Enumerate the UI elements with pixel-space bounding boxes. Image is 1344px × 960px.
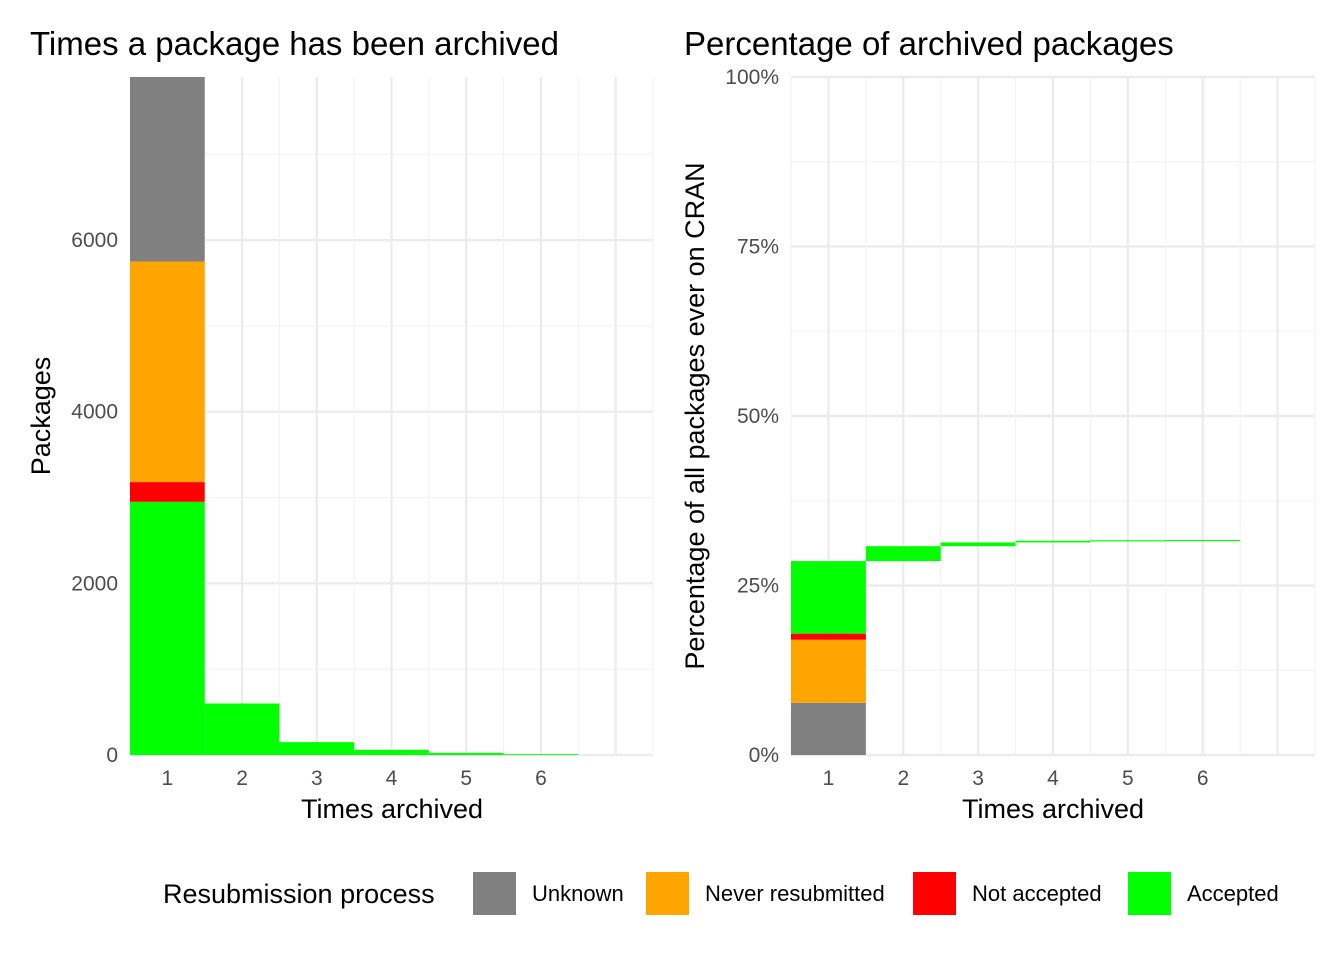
right-panel: 0% 25% 50% 75% 100% 1 2 3 4 5 6 Percentage of arc… [680, 25, 1316, 824]
right-y-axis-title: Percentage of all packages ever on CRAN [680, 162, 710, 669]
bar-never-resubmitted-1 [791, 639, 866, 703]
left-x-tick-label: 4 [386, 767, 398, 790]
bar-not-accepted-1 [130, 482, 205, 502]
left-x-tick-label: 3 [311, 767, 323, 790]
legend-key-accepted [1128, 872, 1171, 915]
right-y-tick-label: 100% [725, 66, 779, 89]
left-panel: 0 2000 4000 6000 1 2 3 4 5 6 Times a package has… [26, 25, 654, 824]
left-y-tick-labels: 0 2000 4000 6000 [71, 229, 118, 767]
left-x-axis-title: Times archived [301, 794, 483, 824]
left-y-tick-label: 4000 [71, 401, 118, 424]
left-chart-title: Times a package has been archived [30, 25, 559, 62]
right-x-tick-label: 3 [972, 767, 984, 790]
legend-label-never-resubmitted: Never resubmitted [705, 881, 885, 906]
bar-unknown-1 [791, 702, 866, 755]
legend-label-unknown: Unknown [532, 881, 624, 906]
right-y-tick-label: 75% [737, 236, 779, 259]
bar-accepted-1 [791, 561, 866, 634]
right-x-tick-label: 6 [1197, 767, 1209, 790]
right-y-tick-label: 0% [749, 744, 779, 767]
legend-label-not-accepted: Not accepted [972, 881, 1102, 906]
left-grid [129, 77, 654, 757]
bar-accepted-5 [428, 752, 504, 755]
legend: Resubmission process Unknown Never resubm… [163, 872, 1279, 915]
bar-never-resubmitted-1 [130, 261, 205, 483]
left-y-tick-label: 0 [106, 744, 118, 767]
legend-key-never-resubmitted [646, 872, 689, 915]
legend-title: Resubmission process [163, 879, 435, 909]
bar-accepted-3 [940, 542, 1016, 547]
right-y-tick-label: 50% [737, 405, 779, 428]
bar-accepted-1 [130, 501, 205, 755]
legend-key-not-accepted [913, 872, 956, 915]
legend-items: Unknown Never resubmitted Not accepted Acce… [473, 872, 1279, 915]
left-y-axis-title: Packages [26, 357, 56, 476]
bar-accepted-6 [503, 754, 579, 755]
right-x-tick-label: 4 [1047, 767, 1059, 790]
legend-label-accepted: Accepted [1187, 881, 1279, 906]
legend-item-accepted: Accepted [1128, 872, 1279, 915]
right-y-tick-label: 25% [737, 575, 779, 598]
right-x-tick-label: 5 [1122, 767, 1134, 790]
left-x-tick-label: 6 [535, 767, 547, 790]
left-y-tick-label: 2000 [71, 572, 118, 595]
legend-key-unknown [473, 872, 516, 915]
left-x-tick-label: 1 [162, 767, 174, 790]
right-x-tick-label: 1 [823, 767, 835, 790]
right-x-axis-title: Times archived [962, 794, 1144, 824]
right-x-tick-labels: 1 2 3 4 5 6 [823, 767, 1209, 790]
bar-accepted-4 [354, 749, 429, 755]
right-bars [791, 539, 1241, 755]
legend-item-not-accepted: Not accepted [913, 872, 1102, 915]
bar-not-accepted-1 [791, 633, 866, 640]
bar-accepted-6 [1165, 539, 1241, 542]
legend-item-never-resubmitted: Never resubmitted [646, 872, 885, 915]
left-x-tick-label: 2 [236, 767, 248, 790]
bar-accepted-2 [865, 546, 941, 562]
bar-accepted-5 [1090, 540, 1166, 542]
bar-accepted-3 [279, 742, 355, 755]
left-bars [130, 77, 579, 755]
right-y-tick-labels: 0% 25% 50% 75% 100% [725, 66, 779, 767]
right-grid [790, 75, 1316, 757]
right-chart-title: Percentage of archived packages [684, 25, 1174, 62]
right-x-tick-label: 2 [897, 767, 909, 790]
left-x-tick-labels: 1 2 3 4 5 6 [162, 767, 547, 790]
bar-accepted-2 [204, 703, 280, 755]
bar-accepted-4 [1015, 540, 1091, 543]
left-y-tick-label: 6000 [71, 229, 118, 252]
left-x-tick-label: 5 [460, 767, 472, 790]
legend-item-unknown: Unknown [473, 872, 624, 915]
bar-unknown-1 [130, 77, 205, 262]
